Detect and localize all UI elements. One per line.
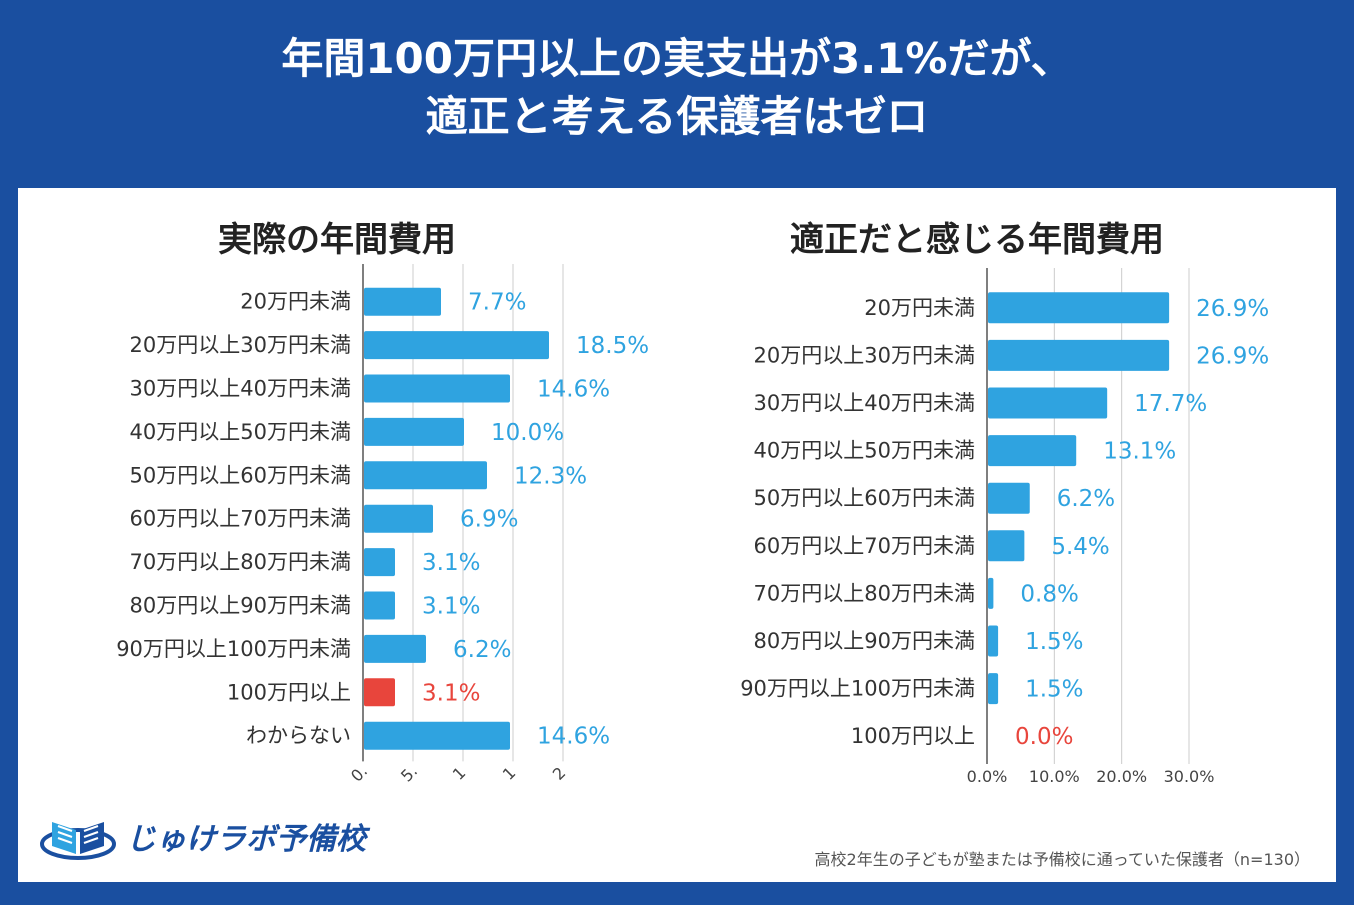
headline: 年間100万円以上の実支出が3.1%だが、 適正と考える保護者はゼロ [0, 30, 1354, 146]
right-bar [988, 387, 1108, 419]
left-bar [364, 504, 433, 533]
right-bar [988, 292, 1170, 324]
right-bar [988, 530, 1025, 562]
left-category-label: 20万円以上30万円未満 [130, 333, 351, 357]
left-bar [364, 287, 441, 316]
left-category-label: わからない [246, 724, 351, 748]
left-category-label: 80万円以上90万円未満 [130, 594, 351, 618]
right-value-label: 26.9% [1196, 343, 1269, 369]
left-category-label: 60万円以上70万円未満 [130, 507, 351, 531]
left-category-label: 30万円以上40万円未満 [130, 377, 351, 401]
right-bar [988, 577, 994, 609]
right-value-label: 26.9% [1196, 296, 1269, 322]
right-bar [988, 673, 999, 705]
left-value-label: 6.9% [460, 507, 518, 533]
right-category-label: 100万円以上 [851, 724, 975, 748]
right-category-label: 20万円未満 [864, 296, 975, 320]
right-tick-label: 0.0% [967, 767, 1008, 786]
right-value-label: 5.4% [1051, 534, 1109, 560]
left-category-label: 50万円以上60万円未満 [130, 463, 351, 487]
left-chart-title: 実際の年間費用 [218, 220, 456, 260]
logo-text: じゅけラボ予備校 [126, 822, 366, 857]
left-bar [364, 678, 395, 707]
left-value-label: 3.1% [422, 550, 480, 576]
right-value-label: 0.0% [1015, 724, 1073, 750]
chart-panel: 実際の年間費用 適正だと感じる年間費用 0. 5. 1 1 2 20万円未満 7.7% 20万… [18, 188, 1336, 882]
logo: じゅけラボ予備校 [38, 806, 366, 866]
right-bar [988, 339, 1170, 371]
left-value-label: 14.6% [537, 724, 610, 750]
right-value-label: 0.8% [1020, 581, 1078, 607]
footnote: 高校2年生の子どもが塾または予備校に通っていた保護者（n=130） [814, 850, 1310, 869]
headline-line-1: 年間100万円以上の実支出が3.1%だが、 [281, 34, 1073, 83]
left-bar [364, 417, 464, 446]
open-book-icon [40, 822, 116, 860]
right-tick-label: 20.0% [1096, 767, 1147, 786]
left-category-label: 100万円以上 [227, 680, 351, 704]
right-bar [988, 625, 999, 657]
right-category-label: 40万円以上50万円未満 [754, 439, 975, 463]
left-bar [364, 331, 549, 360]
right-chart-title: 適正だと感じる年間費用 [790, 220, 1164, 260]
left-value-label: 14.6% [537, 377, 610, 403]
left-value-label: 3.1% [422, 594, 480, 620]
right-bar [988, 482, 1030, 514]
left-value-label: 12.3% [514, 463, 587, 489]
right-value-label: 1.5% [1025, 629, 1083, 655]
left-bar [364, 591, 395, 620]
right-category-label: 70万円以上80万円未満 [754, 581, 975, 605]
left-category-label: 90万円以上100万円未満 [116, 637, 351, 661]
right-value-label: 17.7% [1134, 391, 1207, 417]
left-bar [364, 721, 510, 750]
right-tick-label: 10.0% [1029, 767, 1080, 786]
left-category-label: 40万円以上50万円未満 [130, 420, 351, 444]
right-category-label: 90万円以上100万円未満 [740, 677, 975, 701]
left-bar [364, 374, 510, 403]
left-bar [364, 548, 395, 577]
right-category-label: 20万円以上30万円未満 [754, 343, 975, 367]
left-value-label: 6.2% [453, 637, 511, 663]
left-value-label: 3.1% [422, 680, 480, 706]
right-category-label: 30万円以上40万円未満 [754, 391, 975, 415]
right-value-label: 1.5% [1025, 677, 1083, 703]
right-category-label: 50万円以上60万円未満 [754, 486, 975, 510]
headline-line-2: 適正と考える保護者はゼロ [425, 92, 929, 141]
right-bar [988, 435, 1077, 467]
left-value-label: 10.0% [491, 420, 564, 446]
right-value-label: 13.1% [1103, 439, 1176, 465]
left-category-label: 20万円未満 [240, 290, 351, 314]
left-value-label: 18.5% [576, 333, 649, 359]
right-tick-label: 30.0% [1164, 767, 1215, 786]
right-category-label: 60万円以上70万円未満 [754, 534, 975, 558]
right-category-label: 80万円以上90万円未満 [754, 629, 975, 653]
left-value-label: 7.7% [468, 290, 526, 316]
left-category-label: 70万円以上80万円未満 [130, 550, 351, 574]
left-bar [364, 634, 426, 663]
right-chart: 0.0% 10.0% 20.0% 30.0% 20万円未満 26.9% 20万円以上30万円… [740, 268, 1269, 786]
left-bar [364, 461, 487, 490]
right-value-label: 6.2% [1057, 486, 1115, 512]
